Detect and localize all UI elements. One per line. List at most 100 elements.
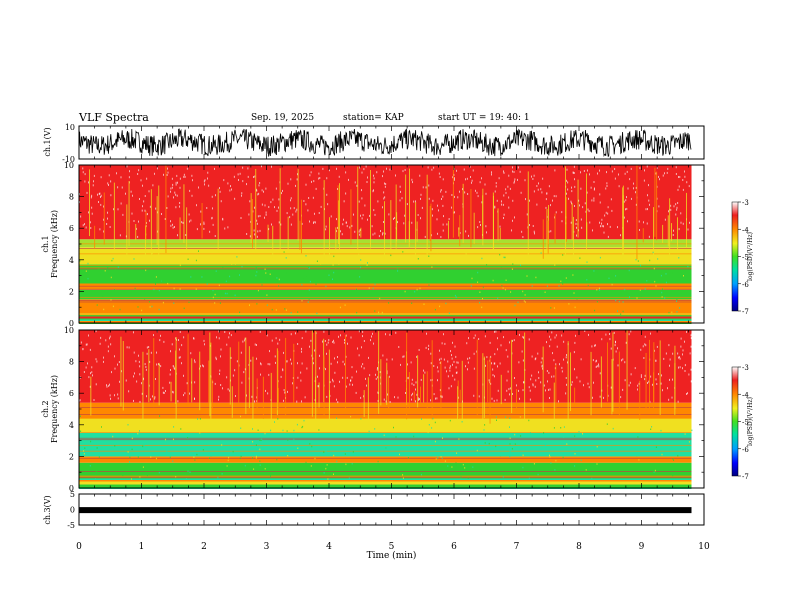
sferic-streak xyxy=(577,179,579,238)
ch1-ytick-label: 10 xyxy=(65,123,75,132)
sferic-streak xyxy=(459,215,461,247)
noise-speckle xyxy=(466,177,468,180)
noise-speckle xyxy=(441,396,443,399)
noise-speckle xyxy=(336,167,337,170)
noise-speckle xyxy=(533,190,535,193)
noise-speckle xyxy=(576,226,577,229)
noise-speckle xyxy=(669,378,670,381)
noise-speckle xyxy=(111,441,113,443)
noise-speckle xyxy=(311,445,313,448)
noise-speckle xyxy=(103,360,104,363)
noise-speckle xyxy=(367,218,368,221)
noise-speckle xyxy=(102,261,104,263)
noise-speckle xyxy=(647,208,648,211)
noise-speckle xyxy=(664,218,666,221)
noise-speckle xyxy=(526,213,528,216)
noise-speckle xyxy=(176,174,178,177)
noise-speckle xyxy=(637,388,638,391)
noise-speckle xyxy=(163,392,165,394)
noise-speckle xyxy=(679,357,681,360)
noise-speckle xyxy=(369,374,371,377)
noise-speckle xyxy=(224,227,226,230)
noise-speckle xyxy=(665,352,667,355)
noise-speckle xyxy=(259,215,261,217)
noise-speckle xyxy=(429,452,431,454)
sferic-streak xyxy=(500,374,502,405)
noise-speckle xyxy=(519,170,521,173)
noise-speckle xyxy=(296,178,298,181)
noise-speckle xyxy=(267,392,269,395)
sferic-streak xyxy=(476,339,478,416)
colorbar-tick-label: -4 xyxy=(742,391,749,399)
noise-speckle xyxy=(564,257,566,260)
sferic-streak xyxy=(573,216,574,256)
sferic-streak xyxy=(299,220,301,250)
noise-speckle xyxy=(473,352,475,355)
noise-speckle xyxy=(555,211,557,214)
noise-speckle xyxy=(353,213,354,216)
noise-speckle xyxy=(220,200,222,203)
colorbar-tick-label: -7 xyxy=(742,473,749,481)
noise-speckle xyxy=(554,469,556,471)
ch2-spectrogram-cells xyxy=(79,330,693,490)
noise-speckle xyxy=(431,168,433,171)
noise-speckle xyxy=(85,270,87,272)
noise-speckle xyxy=(173,438,174,441)
noise-speckle xyxy=(399,185,401,188)
noise-speckle xyxy=(138,354,139,357)
noise-speckle xyxy=(267,363,269,366)
noise-speckle xyxy=(117,363,118,366)
noise-speckle xyxy=(439,361,441,364)
noise-speckle xyxy=(593,197,595,200)
noise-speckle xyxy=(383,398,385,401)
noise-speckle xyxy=(551,375,553,378)
noise-speckle xyxy=(463,168,465,171)
noise-speckle xyxy=(180,428,182,430)
sferic-streak xyxy=(542,219,544,259)
noise-speckle xyxy=(187,437,189,439)
noise-speckle xyxy=(544,472,546,475)
noise-speckle xyxy=(295,210,297,213)
noise-speckle xyxy=(503,217,504,219)
noise-speckle xyxy=(555,472,557,475)
noise-speckle xyxy=(344,453,346,455)
noise-speckle xyxy=(280,223,282,226)
noise-speckle xyxy=(95,358,97,361)
sferic-streak xyxy=(420,386,421,403)
noise-speckle xyxy=(88,181,89,184)
noise-speckle xyxy=(379,297,381,300)
noise-speckle xyxy=(137,306,139,308)
noise-speckle xyxy=(512,393,513,395)
noise-speckle xyxy=(504,398,506,401)
noise-speckle xyxy=(399,453,400,456)
noise-speckle xyxy=(96,304,98,306)
noise-speckle xyxy=(89,348,91,351)
noise-speckle xyxy=(389,333,391,336)
noise-speckle xyxy=(106,223,108,225)
noise-speckle xyxy=(151,305,153,308)
noise-speckle xyxy=(428,184,430,187)
noise-speckle xyxy=(231,465,233,468)
noise-speckle xyxy=(167,167,168,170)
noise-speckle xyxy=(661,453,663,456)
sferic-streak xyxy=(301,199,302,254)
noise-speckle xyxy=(377,367,378,369)
noise-speckle xyxy=(120,202,122,205)
noise-speckle xyxy=(193,337,194,340)
noise-speckle xyxy=(662,174,664,177)
noise-speckle xyxy=(562,456,564,459)
noise-speckle xyxy=(428,424,430,426)
noise-speckle xyxy=(451,194,453,196)
spectrogram-band xyxy=(79,264,692,284)
noise-speckle xyxy=(497,389,499,392)
noise-speckle xyxy=(620,234,621,237)
x-tick-label: 5 xyxy=(389,542,395,552)
noise-speckle xyxy=(535,379,537,382)
noise-speckle xyxy=(175,337,176,340)
noise-speckle xyxy=(354,230,356,233)
noise-speckle xyxy=(538,377,540,379)
sferic-streak xyxy=(600,356,602,408)
colorbar-tick-label: -5 xyxy=(742,419,749,427)
noise-speckle xyxy=(120,176,122,179)
